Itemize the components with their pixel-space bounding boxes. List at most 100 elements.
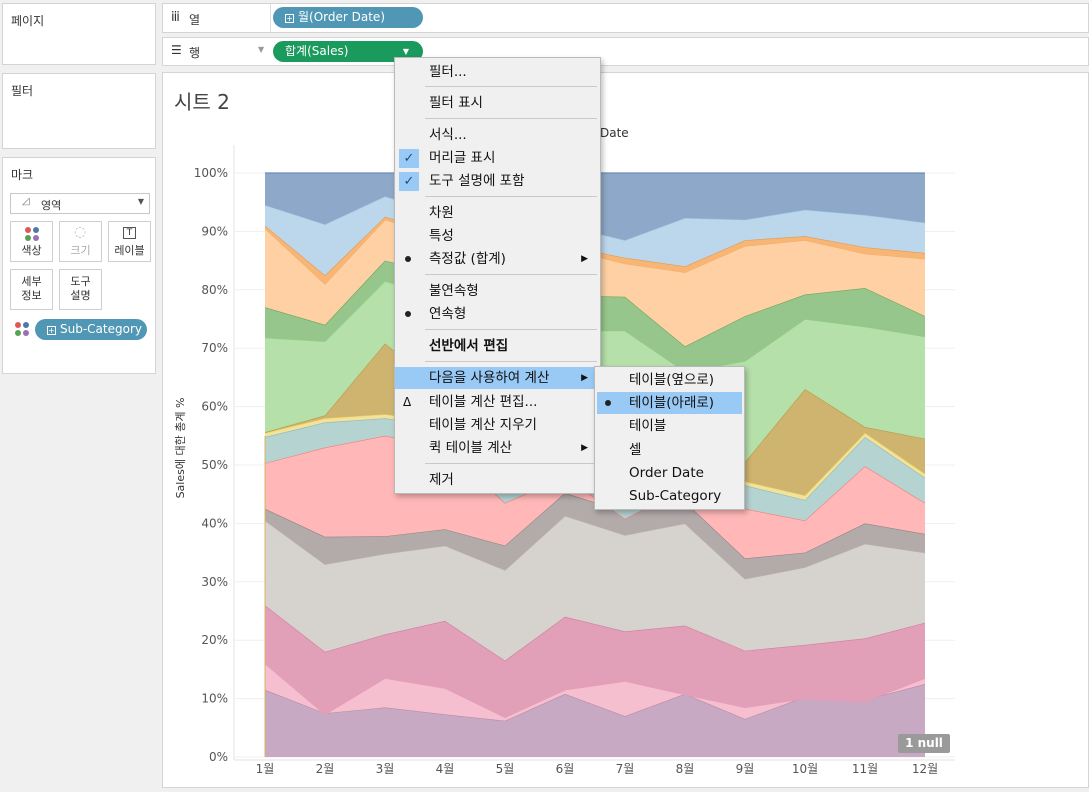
- x-tick-label: 9월: [736, 762, 755, 776]
- size-icon: ◌: [74, 224, 87, 240]
- submenu-arrow-icon: ▶: [581, 254, 588, 264]
- menu-item-edit-in-shelf[interactable]: 선반에서 편집: [429, 338, 509, 354]
- sheet-title: 시트 2: [174, 90, 230, 114]
- radio-dot-icon: [605, 400, 611, 406]
- x-tick-label: 12월: [912, 762, 938, 776]
- y-axis-title: Sales에 대한 총계 %: [174, 397, 187, 499]
- menu-item-show-header[interactable]: ✓ 머리글 표시: [395, 147, 600, 169]
- menu-item-discrete[interactable]: 불연속형: [429, 283, 479, 299]
- area-band-13[interactable]: [265, 216, 925, 284]
- mark-type-dropdown[interactable]: ◿ 영역 ▼: [10, 193, 150, 214]
- x-tick-label: 10월: [792, 762, 818, 776]
- text-label-icon: T: [123, 227, 136, 239]
- x-tick-label: 4월: [436, 762, 455, 776]
- label-button[interactable]: T 레이블: [108, 221, 151, 262]
- y-tick-label: 40%: [201, 516, 228, 530]
- columns-label: 열: [189, 13, 201, 27]
- color-button-label: 색상: [21, 244, 42, 257]
- area-band-2[interactable]: [265, 663, 925, 721]
- x-tick-label: 6월: [556, 762, 575, 776]
- menu-item-quick-table-calc[interactable]: 퀵 테이블 계산 ▶: [395, 437, 600, 459]
- submenu-item-table-down[interactable]: 테이블(아래로): [597, 392, 742, 414]
- area-chart-icon: ◿: [22, 196, 30, 207]
- submenu-item-cell[interactable]: 셀: [629, 442, 642, 458]
- x-tick-label: 8월: [676, 762, 695, 776]
- y-tick-label: 70%: [201, 341, 228, 355]
- x-tick-label: 3월: [376, 762, 395, 776]
- menu-item-attribute[interactable]: 특성: [429, 228, 454, 244]
- area-band-4[interactable]: [265, 515, 925, 661]
- color-legend-icon: [15, 322, 29, 336]
- submenu-item-sub-category[interactable]: Sub-Category: [629, 488, 722, 504]
- label-button-label: 레이블: [114, 244, 145, 257]
- columns-icon: iii: [171, 10, 180, 25]
- context-menu: 필터... 필터 표시 서식... ✓ 머리글 표시 ✓ 도구 설명에 포함 차원 …: [394, 57, 601, 494]
- compute-using-submenu: 테이블(옆으로) 테이블(아래로) 테이블 셀 Order Date Sub-C…: [594, 366, 745, 510]
- y-tick-label: 20%: [201, 633, 228, 647]
- marks-panel: 마크 ◿ 영역 ▼ 색상 ◌ 크기 T 레이블 세부 정보 도구 설명 + Sub…: [2, 157, 156, 374]
- column-header-fragment: Date: [600, 126, 629, 140]
- radio-dot-icon: [405, 311, 411, 317]
- submenu-item-table-across[interactable]: 테이블(옆으로): [629, 372, 715, 388]
- x-tick-label: 1월: [256, 762, 275, 776]
- y-tick-label: 50%: [201, 458, 228, 472]
- x-tick-label: 11월: [852, 762, 878, 776]
- pill-dropdown-icon[interactable]: ▼: [402, 47, 409, 56]
- sum-sales-pill[interactable]: 합계(Sales) ▼: [273, 41, 423, 62]
- menu-item-compute-using[interactable]: 다음을 사용하여 계산 ▶: [395, 367, 600, 389]
- menu-item-clear-table-calc[interactable]: 테이블 계산 지우기: [429, 417, 537, 433]
- menu-item-dimension[interactable]: 차원: [429, 205, 454, 221]
- chevron-down-icon: ▼: [258, 45, 265, 54]
- x-tick-label: 5월: [496, 762, 515, 776]
- pages-title: 페이지: [11, 14, 45, 28]
- menu-item-remove[interactable]: 제거: [429, 472, 454, 488]
- filters-panel[interactable]: 필터: [2, 73, 156, 149]
- x-tick-label: 7월: [616, 762, 635, 776]
- menu-item-edit-table-calc[interactable]: Δ 테이블 계산 편집...: [395, 391, 600, 413]
- null-indicator[interactable]: 1 null: [898, 734, 950, 753]
- mark-type-label: 영역: [41, 199, 62, 212]
- chevron-down-icon: ▼: [137, 197, 144, 206]
- marks-title: 마크: [11, 168, 34, 182]
- x-tick-label: 2월: [316, 762, 335, 776]
- detail-button[interactable]: 세부 정보: [10, 269, 53, 310]
- submenu-item-table[interactable]: 테이블: [629, 418, 667, 434]
- shelf-divider: [270, 4, 271, 32]
- expand-box-icon: +: [285, 14, 294, 23]
- area-band-3[interactable]: [265, 605, 925, 718]
- color-button[interactable]: 색상: [10, 221, 53, 262]
- tooltip-button[interactable]: 도구 설명: [59, 269, 102, 310]
- menu-item-show-filter[interactable]: 필터 표시: [429, 95, 483, 111]
- menu-item-format[interactable]: 서식...: [429, 127, 467, 143]
- y-tick-label: 90%: [201, 224, 228, 238]
- pages-panel: 페이지: [2, 3, 156, 65]
- rows-label: 행: [189, 46, 201, 60]
- menu-item-include-in-tooltip[interactable]: ✓ 도구 설명에 포함: [395, 170, 600, 192]
- y-tick-label: 30%: [201, 575, 228, 589]
- y-tick-label: 60%: [201, 400, 228, 414]
- y-tick-label: 100%: [194, 166, 228, 180]
- menu-item-filter[interactable]: 필터...: [429, 64, 467, 80]
- checkmark-icon: ✓: [399, 149, 419, 168]
- submenu-item-order-date[interactable]: Order Date: [629, 465, 704, 481]
- delta-icon: Δ: [403, 395, 412, 409]
- rows-shelf: ☰ 행 ▼ 합계(Sales) ▼: [162, 37, 1089, 66]
- submenu-arrow-icon: ▶: [581, 373, 588, 383]
- submenu-arrow-icon: ▶: [581, 443, 588, 453]
- checkmark-icon: ✓: [399, 172, 419, 191]
- area-band-1[interactable]: [265, 684, 925, 757]
- tooltip-button-label: 도구 설명: [70, 275, 91, 302]
- sub-category-pill[interactable]: + Sub-Category: [35, 319, 147, 340]
- size-button[interactable]: ◌ 크기: [59, 221, 102, 262]
- expand-box-icon: +: [47, 326, 56, 335]
- radio-dot-icon: [405, 256, 411, 262]
- y-tick-label: 0%: [209, 750, 228, 764]
- y-tick-label: 80%: [201, 283, 228, 297]
- month-order-date-label: 월(Order Date): [298, 10, 386, 24]
- menu-item-measure-sum[interactable]: 측정값 (합계) ▶: [395, 248, 600, 270]
- chart-ticks: 100% 90% 80% 70% 60% 50% 40% 30% 20% 10% 0% 1월 2월 3월 4…: [194, 166, 938, 776]
- size-button-label: 크기: [70, 244, 91, 257]
- month-order-date-pill[interactable]: + 월(Order Date): [273, 7, 423, 28]
- rows-icon: ☰: [171, 43, 182, 57]
- menu-item-continuous[interactable]: 연속형: [395, 303, 600, 325]
